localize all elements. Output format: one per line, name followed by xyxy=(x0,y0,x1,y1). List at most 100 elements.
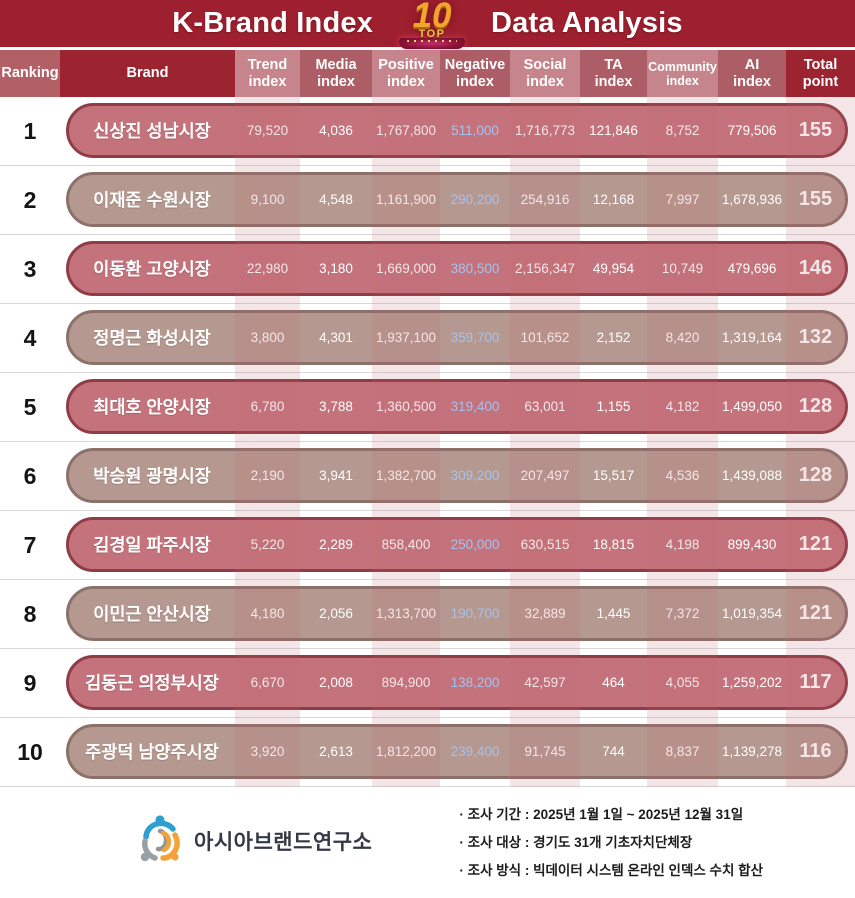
ranking-cell: 10 xyxy=(17,738,43,765)
community-index-value: 4,198 xyxy=(665,537,700,552)
trend-index-value: 6,670 xyxy=(250,675,285,690)
column-header-media-index: Media index xyxy=(300,50,372,97)
social-index-value: 630,515 xyxy=(520,537,570,552)
table-row: 2 이재준 수원시장 9,100 4,548 1,161,900 290,200 254,9… xyxy=(0,166,855,235)
ta-index-value: 1,445 xyxy=(596,606,631,621)
ta-index-value: 2,152 xyxy=(596,330,631,345)
positive-index-value: 1,161,900 xyxy=(375,192,437,207)
total-point-value: 146 xyxy=(798,257,833,279)
trend-index-value: 9,100 xyxy=(250,192,285,207)
community-index-value: 8,420 xyxy=(665,330,700,345)
ranking-cell: 4 xyxy=(23,324,37,351)
ai-index-value: 1,259,202 xyxy=(721,675,783,690)
negative-index-value: 190,700 xyxy=(450,606,500,621)
ta-index-value: 18,815 xyxy=(592,537,635,552)
positive-index-value: 1,937,100 xyxy=(375,330,437,345)
ta-index-value: 744 xyxy=(602,744,625,759)
survey-note-period: · 조사 기간 : 2025년 1월 1일 ~ 2025년 12월 31일 xyxy=(459,807,744,822)
total-point-value: 121 xyxy=(798,533,833,555)
community-index-value: 4,055 xyxy=(665,675,700,690)
brand-name: 김경일 파주시장 xyxy=(93,535,211,555)
ranking-cell: 2 xyxy=(23,186,37,213)
brand-name: 이동환 고양시장 xyxy=(93,259,211,279)
brand-name: 신상진 성남시장 xyxy=(93,121,211,141)
ranking-cell: 9 xyxy=(23,669,37,696)
brand-pill: 정명근 화성시장 3,800 4,301 1,937,100 359,700 101,65… xyxy=(66,310,848,365)
table-row: 9 김동근 의정부시장 6,670 2,008 894,900 138,200 42,597… xyxy=(0,649,855,718)
column-header-positive-index: Positive index xyxy=(372,50,440,97)
brand-name: 김동근 의정부시장 xyxy=(85,673,219,693)
ta-index-value: 121,846 xyxy=(589,123,638,138)
ai-index-value: 779,506 xyxy=(727,123,777,138)
title-bar: K-Brand Index 10 TOP Data Analysis xyxy=(0,0,855,50)
table-row: 10 주광덕 남양주시장 3,920 2,613 1,812,200 239,400 91,… xyxy=(0,718,855,787)
brand-pill: 박승원 광명시장 2,190 3,941 1,382,700 309,200 207,49… xyxy=(66,448,848,503)
table-row: 5 최대호 안양시장 6,780 3,788 1,360,500 319,400 63,00… xyxy=(0,373,855,442)
column-header-ai-index: AI index xyxy=(718,50,786,97)
media-index-value: 4,301 xyxy=(319,330,353,345)
trend-index-value: 79,520 xyxy=(246,123,289,138)
ranking-cell: 6 xyxy=(23,462,37,489)
brand-name: 이재준 수원시장 xyxy=(93,190,211,210)
social-index-value: 63,001 xyxy=(524,399,566,414)
media-index-value: 2,056 xyxy=(319,606,353,621)
trend-index-value: 2,190 xyxy=(250,468,285,483)
negative-index-value: 138,200 xyxy=(450,675,500,690)
media-index-value: 4,548 xyxy=(319,192,353,207)
brand-pill: 이재준 수원시장 9,100 4,548 1,161,900 290,200 254,91… xyxy=(66,172,848,227)
total-point-value: 155 xyxy=(798,188,833,210)
social-index-value: 101,652 xyxy=(520,330,570,345)
column-header-social-index: Social index xyxy=(510,50,580,97)
brand-pill: 최대호 안양시장 6,780 3,788 1,360,500 319,400 63,001… xyxy=(66,379,848,434)
ranking-cell: 3 xyxy=(23,255,37,282)
media-index-value: 4,036 xyxy=(319,123,353,138)
ai-index-value: 1,499,050 xyxy=(721,399,783,414)
community-index-value: 8,837 xyxy=(665,744,700,759)
negative-index-value: 359,700 xyxy=(450,330,500,345)
table-row: 4 정명근 화성시장 3,800 4,301 1,937,100 359,700 101,6… xyxy=(0,304,855,373)
table-row: 6 박승원 광명시장 2,190 3,941 1,382,700 309,200 207,4… xyxy=(0,442,855,511)
table-row: 1 신상진 성남시장 79,520 4,036 1,767,800 511,000 1,71… xyxy=(0,97,855,166)
brand-pill: 김동근 의정부시장 6,670 2,008 894,900 138,200 42,597 4… xyxy=(66,655,848,710)
brand-name: 이민근 안산시장 xyxy=(93,604,211,624)
community-index-value: 7,372 xyxy=(665,606,700,621)
negative-index-value: 239,400 xyxy=(450,744,500,759)
positive-index-value: 1,767,800 xyxy=(375,123,437,138)
positive-index-value: 1,313,700 xyxy=(375,606,437,621)
ta-index-value: 1,155 xyxy=(596,399,631,414)
brand-name: 정명근 화성시장 xyxy=(93,328,211,348)
ai-index-value: 1,019,354 xyxy=(721,606,783,621)
negative-index-value: 250,000 xyxy=(450,537,500,552)
column-header-total-point: Total point xyxy=(786,50,855,97)
total-point-value: 132 xyxy=(798,326,833,348)
social-index-value: 2,156,347 xyxy=(514,261,576,276)
column-header-negative-index: Negative index xyxy=(440,50,510,97)
positive-index-value: 858,400 xyxy=(381,537,431,552)
negative-index-value: 319,400 xyxy=(450,399,500,414)
social-index-value: 207,497 xyxy=(520,468,570,483)
community-index-value: 4,536 xyxy=(665,468,700,483)
community-index-value: 10,749 xyxy=(661,261,704,276)
total-point-value: 121 xyxy=(798,602,833,624)
brand-name: 박승원 광명시장 xyxy=(93,466,211,486)
ta-index-value: 12,168 xyxy=(592,192,635,207)
brand-pill: 김경일 파주시장 5,220 2,289 858,400 250,000 630,515 1… xyxy=(66,517,848,572)
total-point-value: 117 xyxy=(799,671,832,693)
trend-index-value: 22,980 xyxy=(246,261,289,276)
survey-note-method: · 조사 방식 : 빅데이터 시스템 온라인 인덱스 수치 합산 xyxy=(459,863,763,878)
trend-index-value: 5,220 xyxy=(250,537,285,552)
brand-pill: 신상진 성남시장 79,520 4,036 1,767,800 511,000 1,716… xyxy=(66,103,848,158)
ai-index-value: 479,696 xyxy=(727,261,777,276)
brand-name: 주광덕 남양주시장 xyxy=(85,742,219,762)
trend-index-value: 3,920 xyxy=(250,744,285,759)
positive-index-value: 1,360,500 xyxy=(375,399,437,414)
trend-index-value: 4,180 xyxy=(250,606,285,621)
survey-note-target: · 조사 대상 : 경기도 31개 기초자치단체장 xyxy=(459,835,693,850)
positive-index-value: 1,812,200 xyxy=(375,744,437,759)
negative-index-value: 290,200 xyxy=(450,192,500,207)
media-index-value: 2,613 xyxy=(319,744,353,759)
asia-brand-institute-logo-icon xyxy=(138,813,182,870)
top10-trophy-icon: 10 TOP xyxy=(389,0,475,49)
survey-notes: · 조사 기간 : 2025년 1월 1일 ~ 2025년 12월 31일 · … xyxy=(459,803,763,879)
